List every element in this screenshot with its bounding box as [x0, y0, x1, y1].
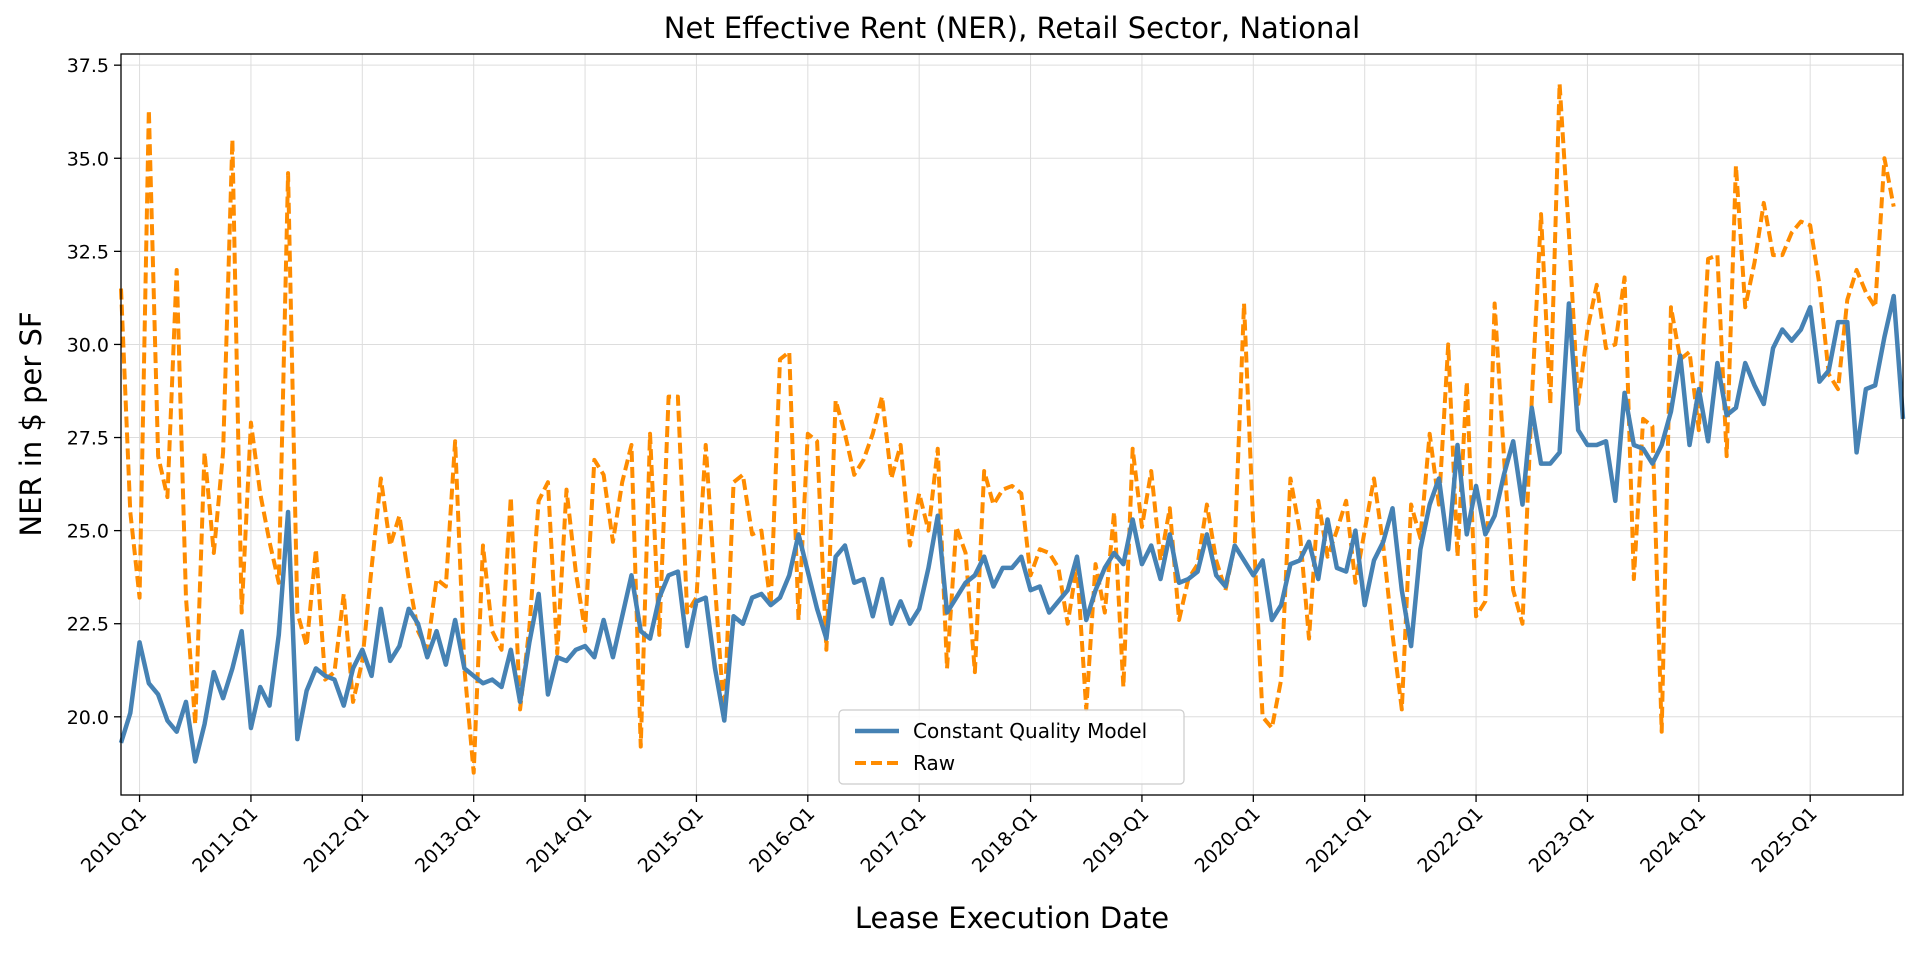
chart-title: Net Effective Rent (NER), Retail Sector,… — [664, 11, 1360, 45]
plot-area-frame — [120, 53, 1904, 796]
legend: Constant Quality Model Raw — [838, 709, 1185, 785]
series-line-constant-quality-model — [118, 293, 1906, 764]
y-tick-label: 35.0 — [67, 148, 109, 170]
legend-label-constant-quality-model: Constant Quality Model — [913, 719, 1147, 743]
y-tick-label: 27.5 — [67, 428, 109, 450]
y-tick-label: 22.5 — [67, 614, 109, 636]
legend-box — [838, 709, 1185, 785]
y-tick-label: 30.0 — [67, 334, 109, 356]
y-tick-label: 32.5 — [67, 241, 109, 263]
x-gridlines — [139, 54, 1811, 795]
y-tick-label: 37.5 — [67, 55, 109, 77]
y-tick-label: 25.0 — [67, 521, 109, 543]
x-axis-label: Lease Execution Date — [855, 901, 1169, 935]
series-layer — [118, 81, 1906, 775]
y-axis: 20.0 22.5 25.0 27.5 30.0 32.5 35.0 37.5 — [67, 55, 121, 729]
legend-label-raw: Raw — [913, 751, 955, 775]
y-tick-label: 20.0 — [67, 707, 109, 729]
y-axis-label: NER in $ per SF — [14, 311, 48, 536]
